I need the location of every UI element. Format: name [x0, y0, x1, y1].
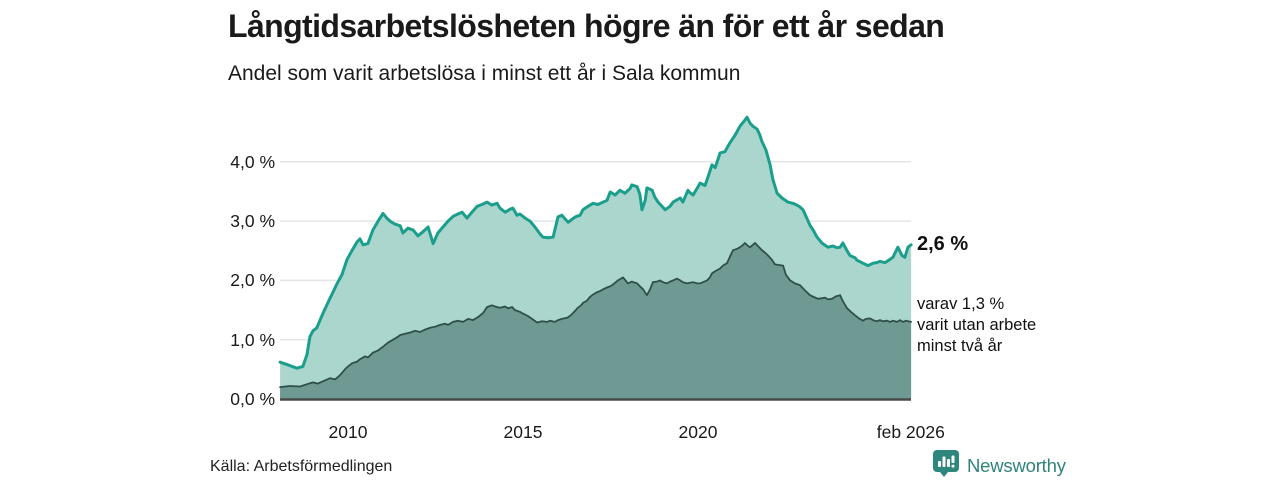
annotation-note-line: varit utan arbete — [917, 316, 1037, 334]
y-tick-label: 2,0 % — [230, 270, 275, 291]
series-line-1 — [279, 242, 912, 389]
page-title: Långtidsarbetslösheten högre än för ett … — [228, 8, 945, 44]
x-tick-label: 2010 — [328, 422, 368, 442]
annotation-note: varav 1,3 % varit utan arbete minst två … — [917, 294, 1036, 357]
y-tick-label: 0,0 % — [230, 389, 275, 409]
newsworthy-logo-icon — [933, 450, 959, 482]
series-line-0 — [278, 115, 913, 370]
source-label: Källa: Arbetsförmedlingen — [210, 458, 393, 475]
page-subtitle: Andel som varit arbetslösa i minst ett å… — [228, 62, 741, 85]
x-tick-label: 2015 — [503, 422, 543, 442]
brand-name: Newsworthy — [967, 455, 1066, 476]
annotation-note-line: minst två år — [917, 337, 1003, 355]
brand: Newsworthy — [933, 450, 1066, 482]
annotation-note-line: varav 1,3 % — [917, 295, 1005, 313]
y-tick-label: 3,0 % — [230, 211, 275, 232]
y-tick-label: 1,0 % — [230, 329, 275, 350]
series-area-1 — [280, 243, 912, 399]
y-tick-label: 4,0 % — [230, 151, 275, 172]
x-tick-label: feb 2026 — [876, 422, 945, 442]
latest-value-label: 2,6 % — [917, 233, 969, 255]
x-tick-label: 2020 — [678, 422, 718, 442]
